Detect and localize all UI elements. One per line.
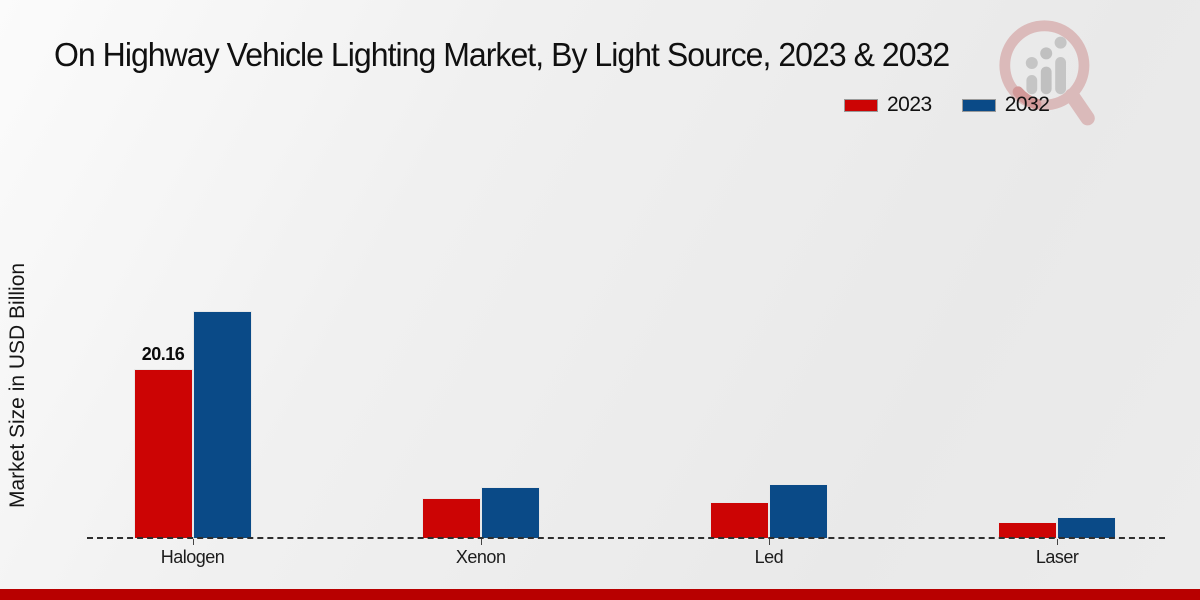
bar-2032-led bbox=[768, 484, 828, 538]
legend-label-2032: 2032 bbox=[1004, 93, 1050, 116]
chart-title: On Highway Vehicle Lighting Market, By L… bbox=[54, 36, 950, 73]
legend-item-2023: 2023 bbox=[844, 93, 932, 117]
legend-label-2023: 2023 bbox=[887, 93, 932, 116]
bar-2032-laser bbox=[1057, 517, 1117, 538]
bar-2032-xenon bbox=[480, 487, 540, 538]
bar-2023-led bbox=[709, 502, 769, 538]
y-axis-label: Market Size in USD Billion bbox=[6, 262, 29, 508]
x-tick-xenon bbox=[480, 539, 482, 545]
legend-swatch-2032 bbox=[961, 98, 996, 112]
bottom-accent-strip bbox=[0, 589, 1200, 600]
bar-2023-xenon bbox=[421, 498, 481, 538]
x-axis-baseline bbox=[87, 537, 1165, 539]
bar-2023-halogen bbox=[133, 369, 193, 538]
x-category-label-led: Led bbox=[754, 547, 784, 567]
bar-2023-laser bbox=[998, 522, 1058, 538]
bar-value-label-2023-halogen: 20.16 bbox=[141, 344, 185, 364]
x-tick-halogen bbox=[192, 539, 194, 545]
legend-swatch-2023 bbox=[844, 98, 878, 112]
x-category-label-laser: Laser bbox=[1035, 547, 1079, 567]
legend-item-2032: 2032 bbox=[961, 93, 1050, 117]
x-tick-led bbox=[768, 539, 770, 545]
x-category-label-xenon: Xenon bbox=[455, 547, 506, 567]
x-category-label-halogen: Halogen bbox=[160, 547, 225, 567]
x-tick-laser bbox=[1057, 539, 1059, 545]
bar-2032-halogen bbox=[192, 311, 252, 538]
legend: 2023 2032 bbox=[844, 93, 1050, 117]
magnifier-bar-chart-watermark-icon bbox=[999, 20, 1095, 126]
